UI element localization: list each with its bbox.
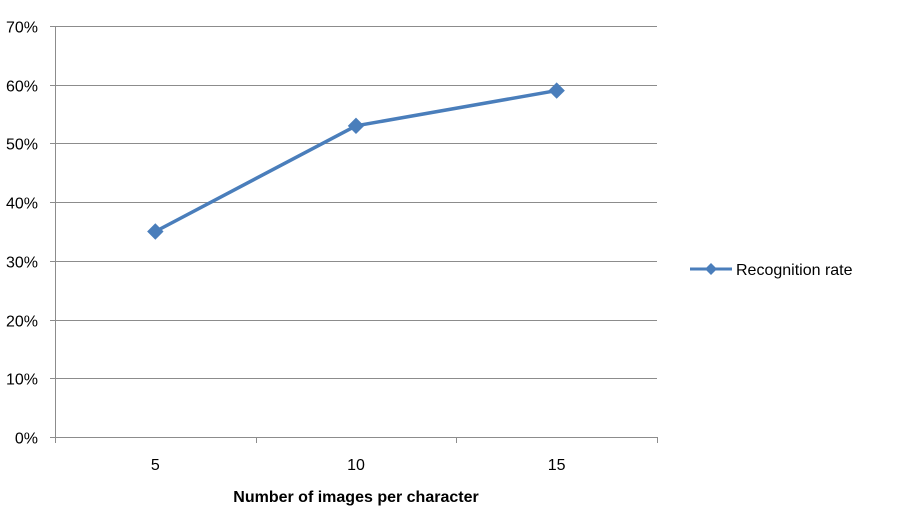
legend: Recognition rate — [690, 262, 853, 279]
legend-diamond-marker — [705, 263, 717, 275]
x-tick-labels: 5 10 15 — [151, 457, 566, 474]
y-tick-label: 30% — [6, 255, 38, 272]
y-tick-label: 10% — [6, 372, 38, 389]
legend-label: Recognition rate — [736, 262, 853, 279]
y-tick-label: 50% — [6, 137, 38, 154]
series-line — [153, 88, 559, 234]
x-tick-label: 15 — [548, 457, 566, 474]
y-tick-label: 20% — [6, 314, 38, 331]
data-point-marker — [147, 223, 164, 240]
series-layer — [147, 82, 565, 240]
data-point-marker — [548, 82, 565, 99]
x-tick-label: 10 — [347, 457, 365, 474]
y-tick-label: 60% — [6, 79, 38, 96]
gridlines — [55, 26, 657, 379]
y-tick-label: 0% — [15, 431, 38, 448]
x-axis-title: Number of images per character — [233, 489, 478, 506]
axes — [50, 26, 658, 443]
y-tick-labels: 0% 10% 20% 30% 40% 50% 60% 70% — [6, 20, 38, 448]
y-tick-label: 40% — [6, 196, 38, 213]
data-point-marker — [347, 117, 365, 135]
y-tick-label: 70% — [6, 20, 38, 37]
x-tick-label: 5 — [151, 457, 160, 474]
